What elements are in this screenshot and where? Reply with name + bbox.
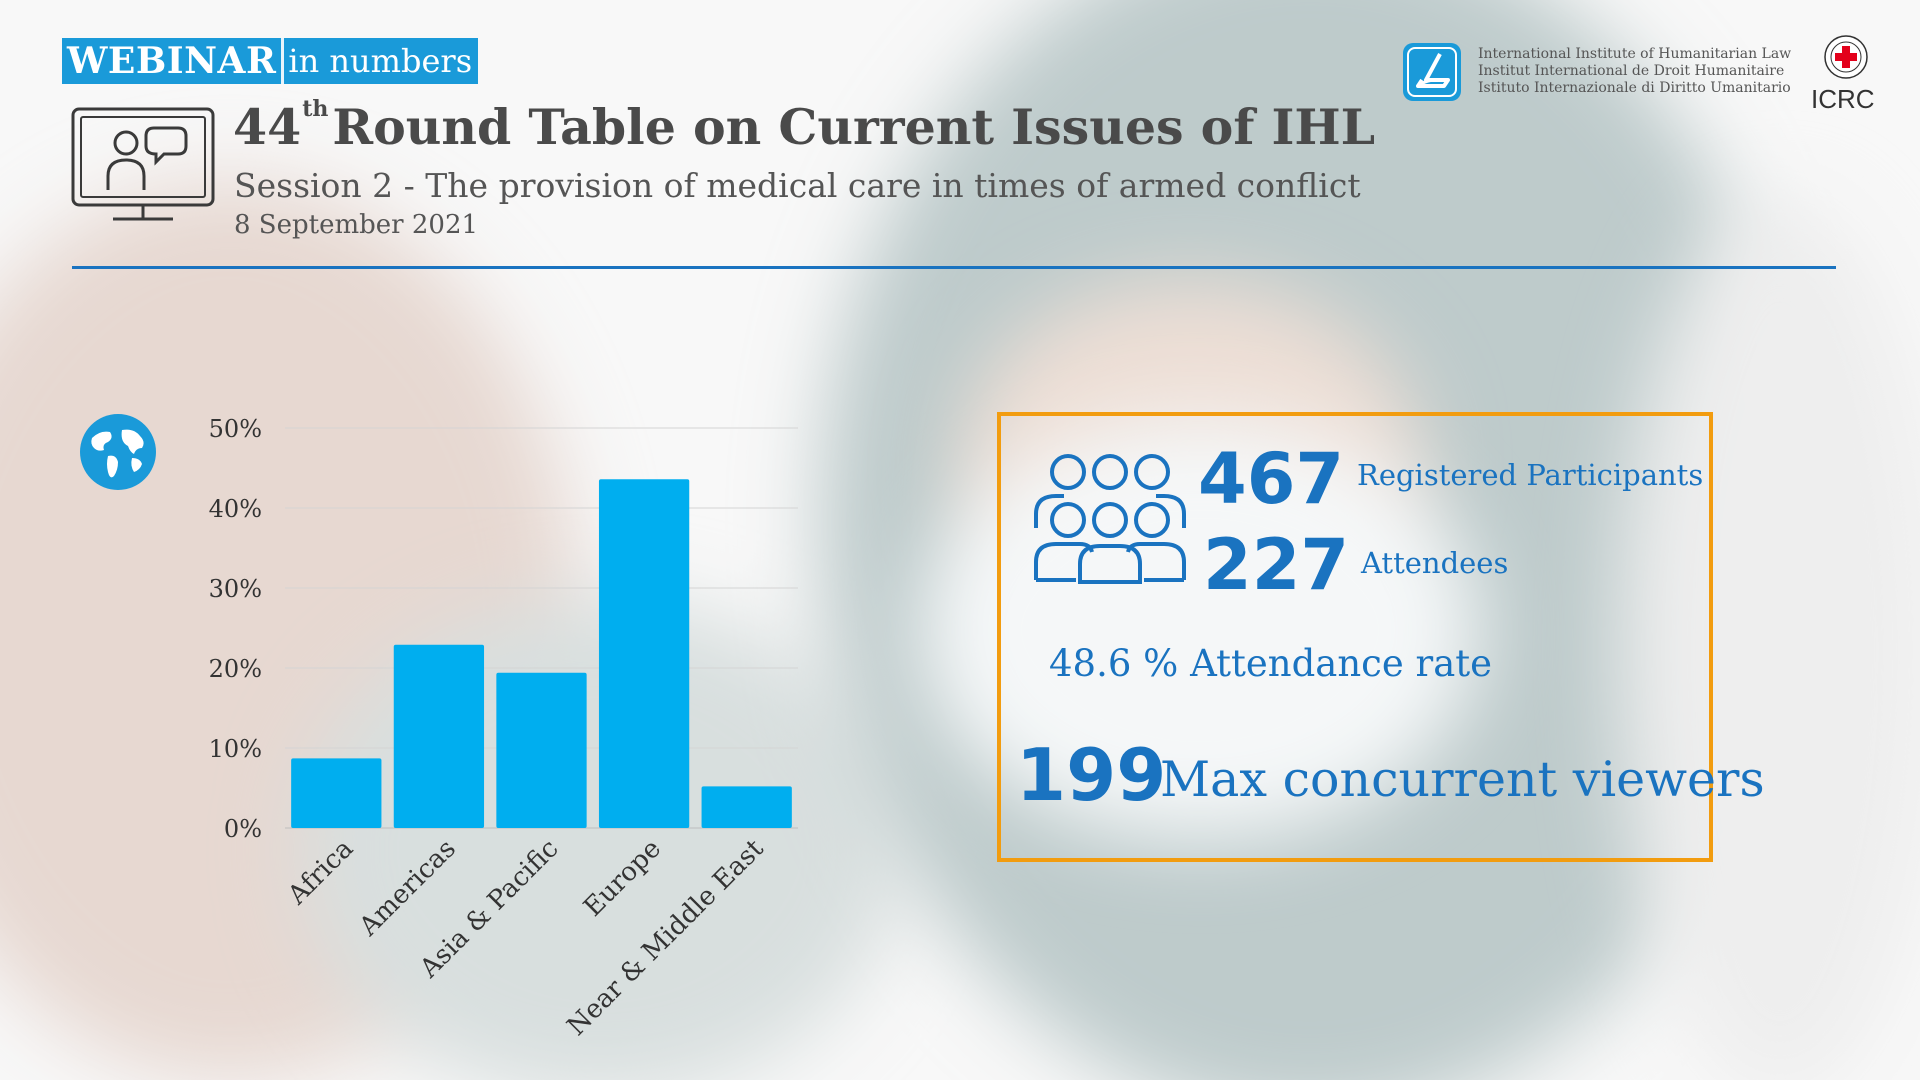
badge-rest: in numbers bbox=[281, 38, 479, 84]
attendance-rate: 48.6 % Attendance rate bbox=[1049, 642, 1493, 685]
title-superscript: th bbox=[302, 96, 329, 122]
session-subtitle: Session 2 - The provision of medical car… bbox=[234, 166, 1361, 205]
iihl-line-fr: Institut International de Droit Humanita… bbox=[1478, 63, 1785, 79]
attendees-label: Attendees bbox=[1361, 546, 1509, 580]
people-group-icon bbox=[1034, 454, 1186, 584]
iihl-line-en: International Institute of Humanitarian … bbox=[1478, 46, 1792, 62]
icrc-wordmark: ICRC bbox=[1811, 84, 1875, 114]
max-viewers-label: Max concurrent viewers bbox=[1160, 751, 1765, 808]
title-number: 44 bbox=[233, 98, 302, 156]
session-date: 8 September 2021 bbox=[234, 210, 479, 240]
badge-strong: WEBINAR bbox=[62, 38, 282, 84]
title-text: Round Table on Current Issues of IHL bbox=[332, 98, 1376, 156]
stats-panel bbox=[997, 412, 1713, 862]
video-meeting-icon bbox=[71, 107, 215, 221]
max-viewers-count: 199 bbox=[1016, 733, 1167, 817]
iihl-name: International Institute of Humanitarian … bbox=[1478, 46, 1791, 97]
attendees-count: 227 bbox=[1203, 524, 1350, 606]
icrc-emblem-icon bbox=[1824, 35, 1868, 79]
iihl-line-it: Istituto Internazionale di Diritto Umani… bbox=[1478, 80, 1791, 96]
header-divider bbox=[72, 266, 1836, 269]
globe-icon bbox=[80, 414, 156, 490]
registered-count: 467 bbox=[1198, 438, 1345, 520]
registered-label: Registered Participants bbox=[1357, 458, 1704, 492]
page-title: 44thRound Table on Current Issues of IHL bbox=[233, 96, 1375, 156]
webinar-badge: WEBINAR in numbers bbox=[62, 38, 479, 84]
iihl-logo-icon bbox=[1403, 43, 1461, 101]
